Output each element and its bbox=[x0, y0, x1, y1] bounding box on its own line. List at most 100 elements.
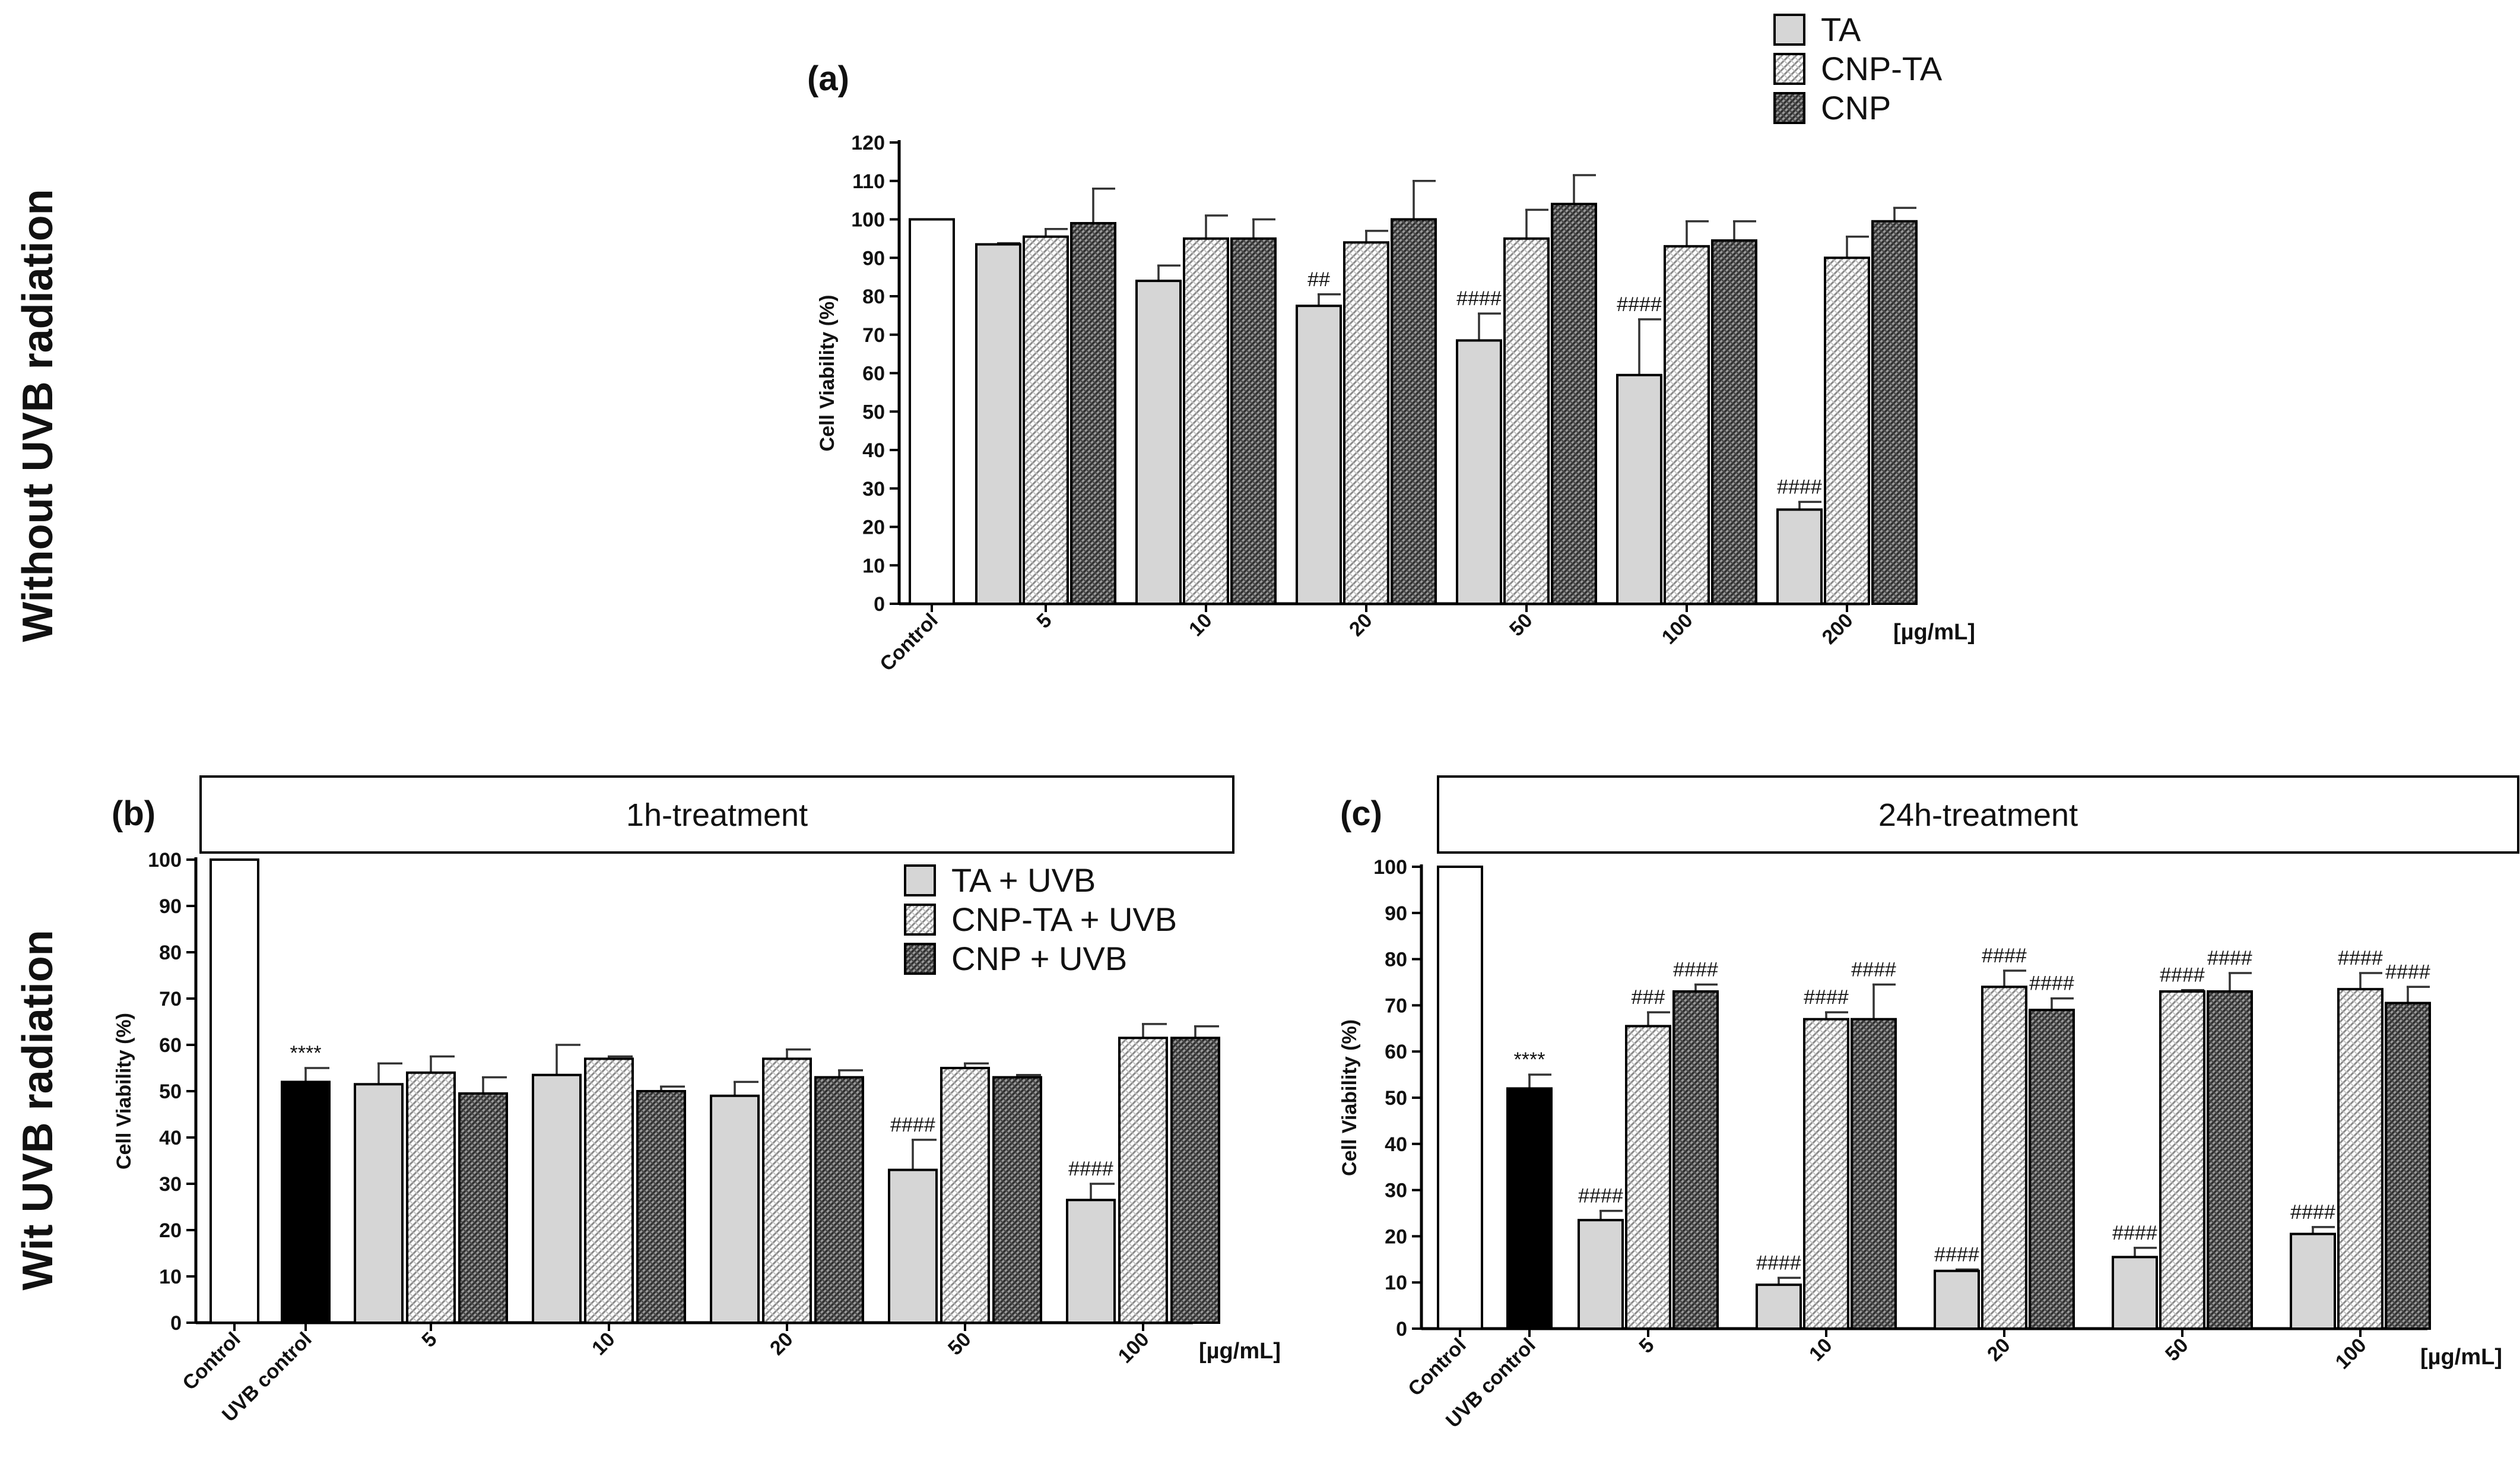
legend-swatch-a-2 bbox=[1773, 92, 1805, 124]
bar-c-50-0-annotation: #### bbox=[2112, 1222, 2157, 1244]
bar-c-50-2-annotation: #### bbox=[2207, 947, 2252, 969]
y-tick-label-b-100: 100 bbox=[148, 849, 182, 872]
bar-c-10-2-annotation: #### bbox=[1851, 958, 1896, 981]
y-axis-label-c: Cell Viability (%) bbox=[1338, 1019, 1361, 1176]
bar-a-50-0-annotation: #### bbox=[1456, 287, 1502, 310]
panel-a: (a) 0 10 20 30 40 50 60 70 80 90 100 110 120 Cell Viab… bbox=[807, 11, 1975, 676]
bar-b-control-1 bbox=[281, 1080, 331, 1324]
bar-a-10-0 bbox=[1135, 280, 1182, 606]
y-tick-label-c-40: 40 bbox=[1385, 1133, 1407, 1156]
bar-b-5-2 bbox=[458, 1092, 508, 1324]
y-tick-label-c-20: 20 bbox=[1385, 1225, 1407, 1248]
legend-swatch-a-0 bbox=[1773, 14, 1805, 46]
bar-c-10-2 bbox=[1851, 1018, 1897, 1330]
x-label-a-200: 200 bbox=[1818, 609, 1858, 649]
bar-c-10-0-annotation: #### bbox=[1756, 1251, 1801, 1274]
y-tick-label-b-10: 10 bbox=[159, 1266, 182, 1288]
y-tick-label-a-60: 60 bbox=[862, 363, 885, 385]
bar-a-200-0-annotation: #### bbox=[1777, 476, 1822, 498]
bar-b-10-2 bbox=[636, 1090, 686, 1324]
bar-b-10-1 bbox=[584, 1057, 634, 1324]
bar-c-20-2-annotation: #### bbox=[2029, 972, 2074, 995]
bar-c-50-1-annotation: #### bbox=[2160, 964, 2205, 987]
bar-a-50-1 bbox=[1503, 237, 1550, 605]
bar-c-10-1 bbox=[1803, 1018, 1849, 1330]
bar-c-5-0 bbox=[1578, 1219, 1624, 1330]
bar-b-50-2 bbox=[992, 1076, 1042, 1324]
bar-c-20-0 bbox=[1934, 1269, 1980, 1330]
x-label-b-50: 50 bbox=[944, 1328, 976, 1360]
rotated-label-bottom: Wit UVB radiation bbox=[14, 930, 62, 1290]
bar-b-50-0 bbox=[888, 1168, 938, 1324]
bar-b-50-1 bbox=[940, 1067, 990, 1324]
bar-c-control-0 bbox=[1437, 866, 1483, 1330]
bar-c-100-2-annotation: #### bbox=[2385, 961, 2430, 983]
bar-a-20-0 bbox=[1296, 305, 1342, 605]
bar-a-10-1 bbox=[1183, 237, 1229, 605]
legend-label-b-2: CNP + UVB bbox=[951, 940, 1127, 977]
bar-c-5-1-annotation: ### bbox=[1632, 986, 1665, 1009]
y-tick-label-a-70: 70 bbox=[862, 324, 885, 347]
x-label-a-50: 50 bbox=[1505, 609, 1537, 641]
panel-label-c: (c) bbox=[1340, 794, 1382, 833]
y-tick-label-b-70: 70 bbox=[159, 988, 182, 1010]
bar-a-5-2 bbox=[1070, 221, 1116, 606]
header-text-b: 1h-treatment bbox=[626, 797, 808, 833]
y-tick-label-c-90: 90 bbox=[1385, 902, 1407, 925]
bar-c-5-2 bbox=[1672, 990, 1719, 1330]
bar-c-10-1-annotation: #### bbox=[1804, 986, 1849, 1009]
x-label-c-5: 5 bbox=[1634, 1334, 1658, 1358]
bar-a-200-1 bbox=[1824, 256, 1870, 605]
bar-a-5-1 bbox=[1023, 235, 1069, 605]
y-tick-label-a-40: 40 bbox=[862, 439, 885, 462]
x-label-a-20: 20 bbox=[1345, 609, 1377, 641]
bar-b-control-1-annotation: **** bbox=[290, 1042, 322, 1064]
bar-a-200-2 bbox=[1871, 220, 1918, 605]
bar-b-50-0-annotation: #### bbox=[890, 1114, 935, 1136]
header-box-c bbox=[1437, 775, 2519, 854]
legend-swatch-b-2 bbox=[904, 943, 936, 975]
x-label-c-control-0: Control bbox=[1404, 1334, 1470, 1400]
unit-label-a: [µg/mL] bbox=[1893, 620, 1975, 645]
bar-c-100-0 bbox=[2290, 1232, 2336, 1330]
bar-a-10-2 bbox=[1230, 237, 1277, 605]
legend-label-a-1: CNP-TA bbox=[1821, 50, 1943, 87]
legend-label-b-0: TA + UVB bbox=[951, 861, 1096, 899]
x-label-b-10: 10 bbox=[588, 1328, 620, 1360]
bar-c-100-1 bbox=[2337, 988, 2383, 1330]
y-tick-label-b-0: 0 bbox=[170, 1312, 182, 1335]
x-label-b-20: 20 bbox=[766, 1328, 798, 1360]
bar-c-control-1-annotation: **** bbox=[1514, 1048, 1545, 1071]
y-tick-label-c-10: 10 bbox=[1385, 1272, 1407, 1294]
y-tick-label-c-50: 50 bbox=[1385, 1087, 1407, 1110]
bar-b-100-0 bbox=[1066, 1199, 1116, 1324]
y-tick-label-c-60: 60 bbox=[1385, 1041, 1407, 1063]
y-tick-label-b-60: 60 bbox=[159, 1034, 182, 1057]
y-tick-label-a-80: 80 bbox=[862, 286, 885, 308]
y-tick-label-a-120: 120 bbox=[851, 132, 885, 154]
header-text-c: 24h-treatment bbox=[1878, 797, 2078, 833]
x-label-b-100: 100 bbox=[1114, 1328, 1154, 1368]
y-axis-label-b: Cell Viability (%) bbox=[113, 1013, 135, 1170]
y-tick-label-c-100: 100 bbox=[1373, 856, 1407, 879]
y-tick-label-a-90: 90 bbox=[862, 247, 885, 270]
bar-c-5-1 bbox=[1625, 1025, 1671, 1330]
legend-swatch-a-1 bbox=[1773, 53, 1805, 85]
y-axis-label-a: Cell Viability (%) bbox=[816, 295, 839, 452]
legend-label-b-1: CNP-TA + UVB bbox=[951, 901, 1177, 938]
legend-label-a-2: CNP bbox=[1821, 89, 1891, 126]
bar-a-200-0 bbox=[1776, 508, 1823, 605]
legend-swatch-b-0 bbox=[904, 864, 936, 896]
y-tick-label-c-0: 0 bbox=[1396, 1318, 1407, 1341]
bar-b-control-0 bbox=[210, 858, 259, 1324]
bar-c-5-2-annotation: #### bbox=[1673, 958, 1718, 981]
y-tick-label-b-90: 90 bbox=[159, 895, 182, 918]
x-label-c-50: 50 bbox=[2161, 1334, 2193, 1366]
y-tick-label-b-40: 40 bbox=[159, 1127, 182, 1149]
bar-a-50-0 bbox=[1456, 339, 1502, 606]
bar-c-20-0-annotation: #### bbox=[1934, 1243, 1979, 1266]
x-label-a-control-0: Control bbox=[875, 609, 942, 676]
bar-b-20-0 bbox=[710, 1094, 760, 1324]
panel-b: (b) 1h-treatment 0 10 20 30 40 50 60 70 80 90 100 Cel… bbox=[112, 775, 1281, 1427]
